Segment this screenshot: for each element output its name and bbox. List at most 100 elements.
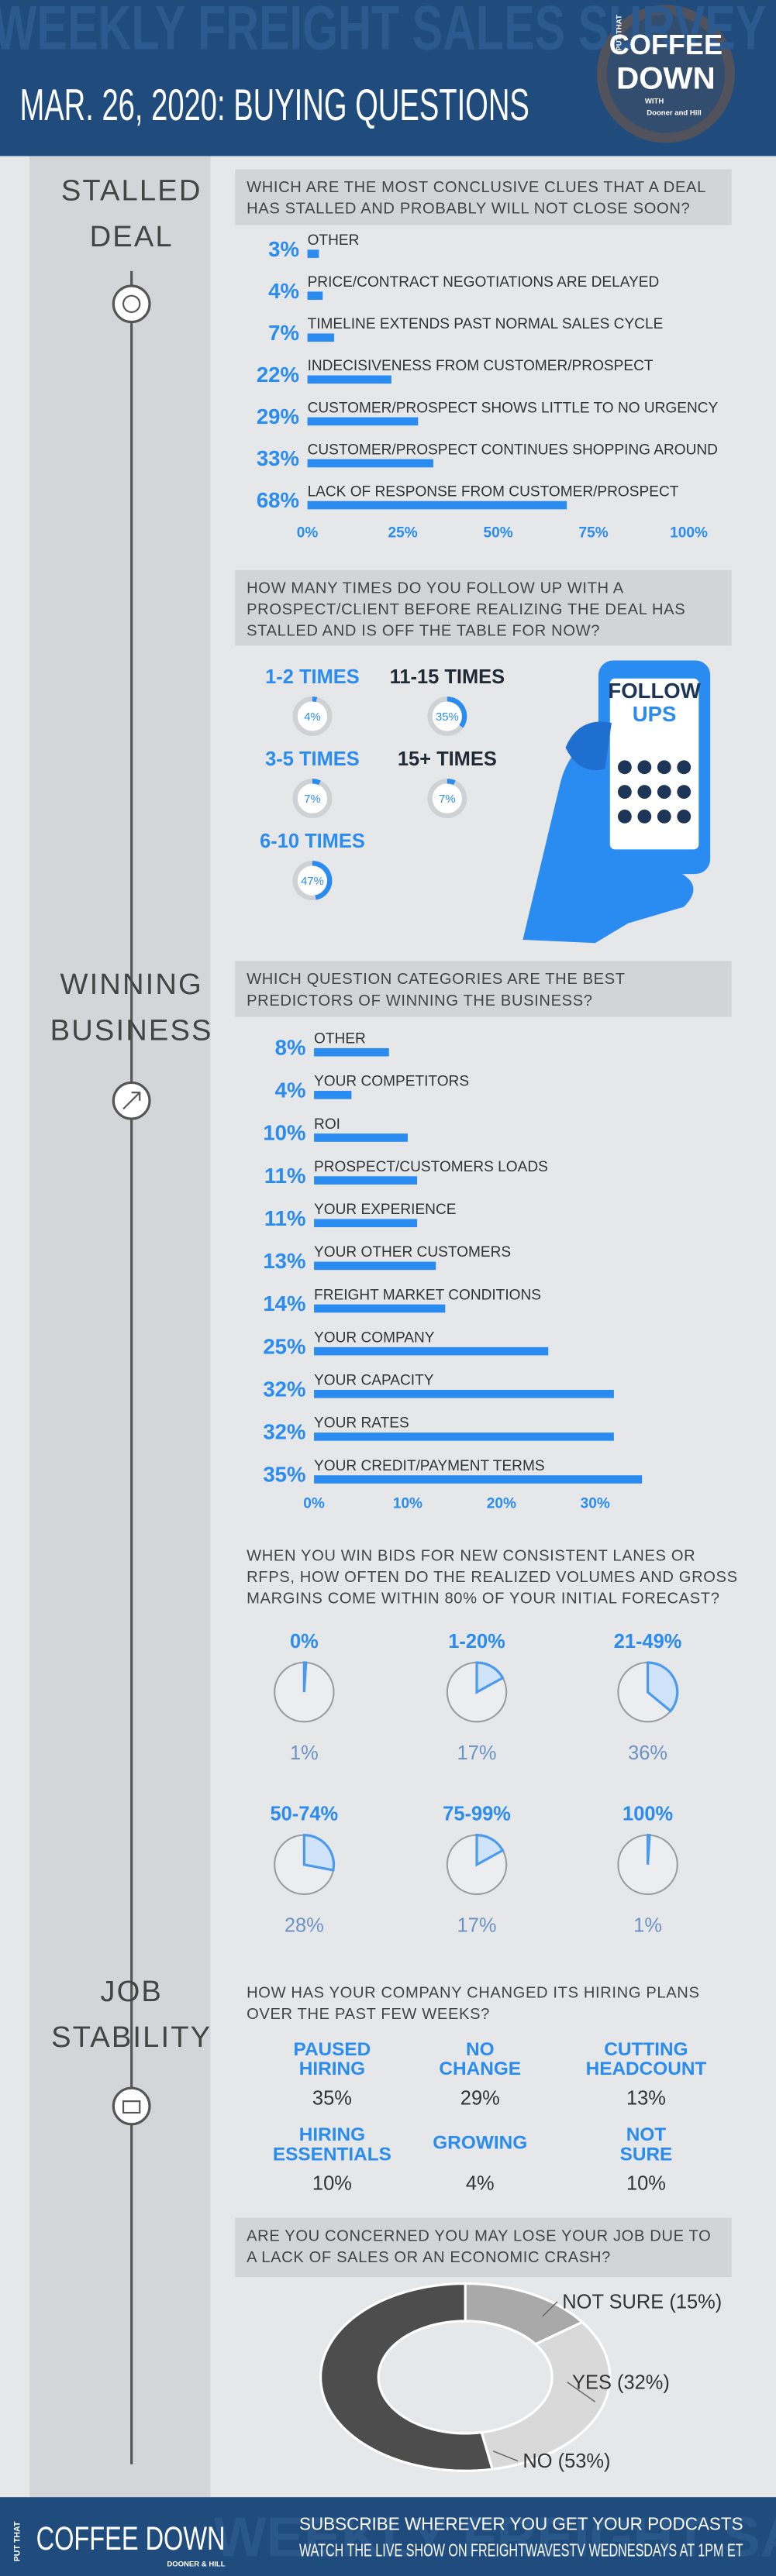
category-label: 11-15 TIMES xyxy=(390,666,505,688)
category-label: 50-74% xyxy=(270,1804,338,1825)
question: WHICH ARE THE MOST CONCLUSIVE CLUES THAT… xyxy=(247,179,706,196)
category-label: OTHER xyxy=(308,232,360,249)
value-label: 7% xyxy=(304,793,320,806)
value-label: 47% xyxy=(301,875,324,888)
value-label: 14% xyxy=(263,1291,305,1316)
donut-label: NOT SURE (15%) xyxy=(562,2291,722,2313)
value-label: 13% xyxy=(626,2087,666,2109)
value-label: 35% xyxy=(436,711,459,724)
category-label: NO xyxy=(466,2039,495,2060)
category-label: 3-5 TIMES xyxy=(265,748,360,770)
category-label: CHANGE xyxy=(439,2058,521,2079)
x-tick-label: 100% xyxy=(670,524,708,541)
question-box xyxy=(235,569,732,646)
value-label: 3% xyxy=(268,237,299,261)
category-label: 75-99% xyxy=(443,1804,511,1825)
value-label: 28% xyxy=(285,1915,324,1937)
category-label: YES xyxy=(572,2371,612,2393)
category-label: YOUR EXPERIENCE xyxy=(314,1202,456,1218)
category-label: LACK OF RESPONSE FROM CUSTOMER/PROSPECT xyxy=(308,483,679,500)
question: A LACK OF SALES OR AN ECONOMIC CRASH? xyxy=(247,2249,611,2266)
category-label: CUSTOMER/PROSPECT SHOWS LITTLE TO NO URG… xyxy=(308,400,719,416)
value-label: 25% xyxy=(263,1334,305,1358)
value-label: 1% xyxy=(633,1915,662,1937)
category-label: HIRING xyxy=(299,2124,365,2145)
phone-screen xyxy=(609,678,699,850)
value-label: (15%) xyxy=(669,2291,722,2313)
footer-logo: DOONER & HILL xyxy=(167,2560,225,2568)
donut-arc xyxy=(447,696,467,728)
category-label: 1-20% xyxy=(448,1631,505,1653)
category-label: NOT SURE xyxy=(562,2291,664,2313)
question: HAS STALLED AND PROBABLY WILL NOT CLOSE … xyxy=(247,201,690,218)
bar xyxy=(314,1091,352,1099)
section-label: STALLED xyxy=(61,174,202,208)
bar xyxy=(314,1346,549,1356)
category-label: YOUR OTHER CUSTOMERS xyxy=(314,1244,511,1260)
icon-glyph xyxy=(122,294,141,313)
icon-glyph xyxy=(122,2100,141,2114)
leader-line xyxy=(492,2450,519,2462)
value-label: 4% xyxy=(466,2173,495,2195)
x-tick-label: 20% xyxy=(487,1496,516,1512)
leader-line xyxy=(567,2382,596,2402)
category-label: FREIGHT MARKET CONDITIONS xyxy=(314,1287,541,1303)
value-label: (32%) xyxy=(617,2371,670,2393)
category-label: 15+ TIMES xyxy=(398,748,497,770)
category-label: 0% xyxy=(290,1631,319,1653)
category-label: ESSENTIALS xyxy=(273,2144,391,2165)
bar xyxy=(314,1133,408,1142)
value-label: (53%) xyxy=(558,2450,611,2472)
sidebar xyxy=(29,156,211,2498)
category-label: 1-2 TIMES xyxy=(265,666,360,688)
bar xyxy=(314,1432,614,1441)
bar xyxy=(314,1304,446,1313)
question: STALLED AND IS OFF THE TABLE FOR NOW? xyxy=(247,623,600,640)
value-label: 4% xyxy=(304,711,320,724)
donut-slice xyxy=(319,2282,495,2472)
value-label: 35% xyxy=(312,2087,352,2109)
pie-slice xyxy=(646,1834,651,1865)
value-label: 35% xyxy=(263,1463,305,1487)
logo-text: WITH xyxy=(645,98,664,106)
bar xyxy=(314,1219,418,1228)
category-label: PROSPECT/CUSTOMERS LOADS xyxy=(314,1159,548,1175)
question: OVER THE PAST FEW WEEKS? xyxy=(247,2006,490,2023)
category-label: HIRING xyxy=(299,2058,365,2079)
category-label: INDECISIVENESS FROM CUSTOMER/PROSPECT xyxy=(308,358,654,374)
question: ARE YOU CONCERNED YOU MAY LOSE YOUR JOB … xyxy=(247,2227,711,2244)
category-label: YOUR COMPANY xyxy=(314,1329,435,1346)
footer-logo: COFFEE DOWN xyxy=(36,2520,226,2557)
footer-text: WATCH THE LIVE SHOW ON FREIGHTWAVESTV WE… xyxy=(299,2540,743,2561)
bar xyxy=(307,500,567,510)
value-label: 33% xyxy=(257,446,299,470)
footer-watermark: WEEKLY FREIGHT SALES SURVEY xyxy=(214,2507,776,2569)
category-label: GROWING xyxy=(433,2133,527,2154)
footer-band xyxy=(0,2497,776,2576)
logo-text: PUT THAT xyxy=(616,15,624,51)
value-label: 4% xyxy=(268,279,299,303)
value-label: 1% xyxy=(290,1742,319,1764)
category-label: YOUR COMPETITORS xyxy=(314,1074,469,1090)
question: PREDICTORS OF WINNING THE BUSINESS? xyxy=(247,992,592,1009)
value-label: 10% xyxy=(263,1121,305,1145)
question: WHICH QUESTION CATEGORIES ARE THE BEST xyxy=(247,971,626,988)
bar xyxy=(314,1176,418,1185)
section-icon xyxy=(112,2086,151,2126)
x-tick-label: 25% xyxy=(388,524,417,541)
category-label: ROI xyxy=(314,1116,340,1133)
value-label: 10% xyxy=(312,2173,352,2195)
category-label: HEADCOUNT xyxy=(586,2058,707,2079)
value-label: 17% xyxy=(457,1915,497,1937)
value-label: 8% xyxy=(275,1035,306,1059)
question: MARGINS COME WITHIN 80% OF YOUR INITIAL … xyxy=(247,1591,719,1608)
pie-slice xyxy=(475,1661,505,1694)
section-icon xyxy=(112,284,151,324)
bar xyxy=(307,375,391,384)
bar xyxy=(307,459,433,468)
category-label: NO xyxy=(523,2450,552,2472)
question-box xyxy=(235,2217,732,2278)
value-label: 7% xyxy=(439,793,455,806)
thumb xyxy=(565,721,612,771)
